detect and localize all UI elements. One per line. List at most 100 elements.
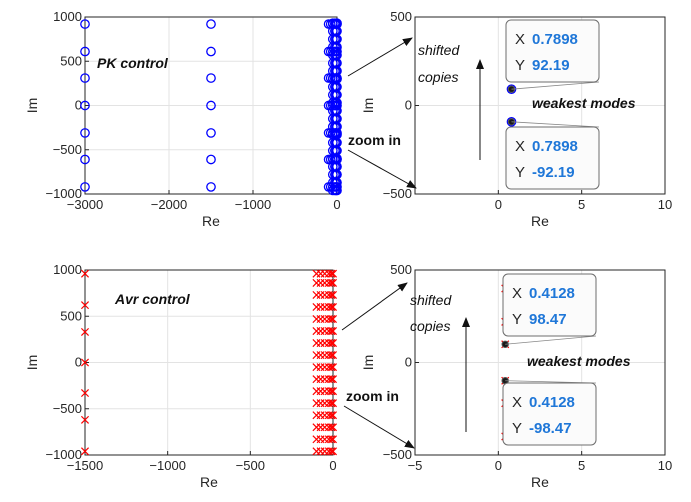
avr-full-point <box>328 387 338 396</box>
avr-full-point <box>327 278 336 287</box>
avr-full-ytick-label: 1000 <box>53 262 82 277</box>
avr-full-point <box>327 339 336 348</box>
pk-full-xtick-label: 0 <box>333 197 340 212</box>
avr-full-point <box>328 435 338 444</box>
avr-datatip-upper-x-value: 0.4128 <box>529 285 575 302</box>
avr-full-point <box>80 389 90 398</box>
avr-full-markers <box>80 269 338 456</box>
pk-full-point <box>80 182 90 192</box>
avr-full-point <box>327 411 336 420</box>
avr-copies-label: copies <box>410 318 450 334</box>
avr-full-point <box>327 447 336 456</box>
avr-datatip-upper-leader <box>505 335 597 345</box>
pk-datatip-lower-y-value: -92.19 <box>532 164 575 181</box>
avr-full-point <box>328 302 338 312</box>
avr-full-point <box>80 358 90 367</box>
avr-full-point <box>327 315 336 324</box>
pk-datatip-upper: X 0.7898 Y 92.19 <box>505 19 600 90</box>
avr-datatip-upper: X 0.4128 Y 98.47 <box>502 273 597 345</box>
avr-full-point <box>327 351 336 360</box>
avr-datatip-lower-box <box>502 382 597 446</box>
avr-full-xlabel: Re <box>200 474 218 490</box>
avr-full-point <box>328 339 338 348</box>
avr-datatip-lower-y-value: -98.47 <box>529 420 572 437</box>
avr-full-ytick-label: 0 <box>75 355 82 370</box>
avr-weakest-modes-label: weakest modes <box>527 353 631 369</box>
avr-full-point <box>327 290 336 299</box>
avr-zoom-xtick-label: 0 <box>495 458 502 473</box>
avr-full-point <box>327 375 336 384</box>
pk-full-ytick-label: −500 <box>53 142 82 157</box>
pk-datatip-lower-x-value: 0.7898 <box>532 138 578 155</box>
pk-full-markers <box>80 18 342 196</box>
avr-full-point <box>80 447 90 456</box>
avr-zoom-xtick-label: 5 <box>578 458 585 473</box>
pk-full-ytick-label: 1000 <box>53 9 82 24</box>
avr-zoom-in-label: zoom in <box>346 388 399 404</box>
avr-full-xtick-label: −1500 <box>67 458 104 473</box>
pk-full-point <box>80 100 90 111</box>
pk-full-ylabel: Im <box>24 98 40 114</box>
pk-datatip-lower-box <box>505 126 600 190</box>
pk-full-point <box>206 154 216 165</box>
avr-full-point <box>80 269 90 278</box>
pk-zoom-xtick-label: 0 <box>495 197 502 212</box>
pk-zoom-xtick-label: 5 <box>578 197 585 212</box>
pk-full-point <box>206 182 216 192</box>
pk-control-label: PK control <box>97 55 169 71</box>
avr-full-point <box>328 447 338 456</box>
pk-full-point <box>80 46 90 57</box>
pk-full-point <box>80 73 90 83</box>
pk-weakest-modes-label: weakest modes <box>532 95 636 111</box>
pk-full-point <box>206 19 216 29</box>
pk-datatip-lower-x-key: X <box>515 138 525 155</box>
avr-datatip-upper-y-value: 98.47 <box>529 311 567 328</box>
avr-full-point <box>328 327 338 336</box>
avr-datatip-upper-x-key: X <box>512 285 522 302</box>
pk-full-ytick-label: 500 <box>60 53 82 68</box>
pk-full-point <box>332 18 342 29</box>
avr-datatip-upper-y-key: Y <box>512 311 522 328</box>
avr-full-xtick-label: −500 <box>236 458 265 473</box>
avr-datatip-lower: X 0.4128 Y -98.47 <box>502 380 597 446</box>
avr-datatip-lower-x-value: 0.4128 <box>529 394 575 411</box>
avr-full-point <box>80 327 90 336</box>
pk-zoom-xtick-label: 10 <box>658 197 672 212</box>
avr-zoom-xlabel: Re <box>531 474 549 490</box>
avr-zoom-ylabel: Im <box>360 355 376 371</box>
pk-datatip-upper-y-key: Y <box>515 57 525 74</box>
avr-full-point <box>327 302 336 312</box>
avr-zoom-ytick-label: 500 <box>390 262 412 277</box>
avr-zoom-xtick-label: 10 <box>658 458 672 473</box>
avr-full-point <box>328 423 338 432</box>
pk-datatip-upper-x-key: X <box>515 31 525 48</box>
pk-full-point <box>206 46 216 57</box>
avr-zoom-ytick-label: −500 <box>383 447 412 462</box>
pk-zoom-ytick-label: 500 <box>390 9 412 24</box>
avr-zoom-xtick-label: −5 <box>408 458 423 473</box>
pk-full-point <box>80 19 90 29</box>
pk-datatip-upper-x-value: 0.7898 <box>532 31 578 48</box>
avr-full-point <box>328 269 338 278</box>
avr-full-point <box>327 363 336 372</box>
avr-full-point <box>328 290 338 299</box>
pk-full-xtick-label: −2000 <box>151 197 188 212</box>
pk-full-point <box>206 100 216 111</box>
pk-full-xtick-label: −1000 <box>235 197 272 212</box>
pk-full-xlabel: Re <box>202 213 220 229</box>
avr-full-xtick-label: 0 <box>329 458 336 473</box>
avr-full-point <box>328 351 338 360</box>
avr-full-point <box>327 269 336 278</box>
pk-full-ytick-label: −1000 <box>45 186 82 201</box>
avr-full-point <box>328 363 338 372</box>
avr-full-point <box>328 375 338 384</box>
pk-full-xtick-label: −3000 <box>67 197 104 212</box>
avr-datatip-upper-box <box>502 273 597 337</box>
pk-shifted-label: shifted <box>418 42 460 58</box>
avr-full-ytick-label: −500 <box>53 401 82 416</box>
pk-datatip-lower-leader <box>511 121 600 128</box>
avr-full-point <box>327 327 336 336</box>
avr-datatip-lower-y-key: Y <box>512 420 522 437</box>
